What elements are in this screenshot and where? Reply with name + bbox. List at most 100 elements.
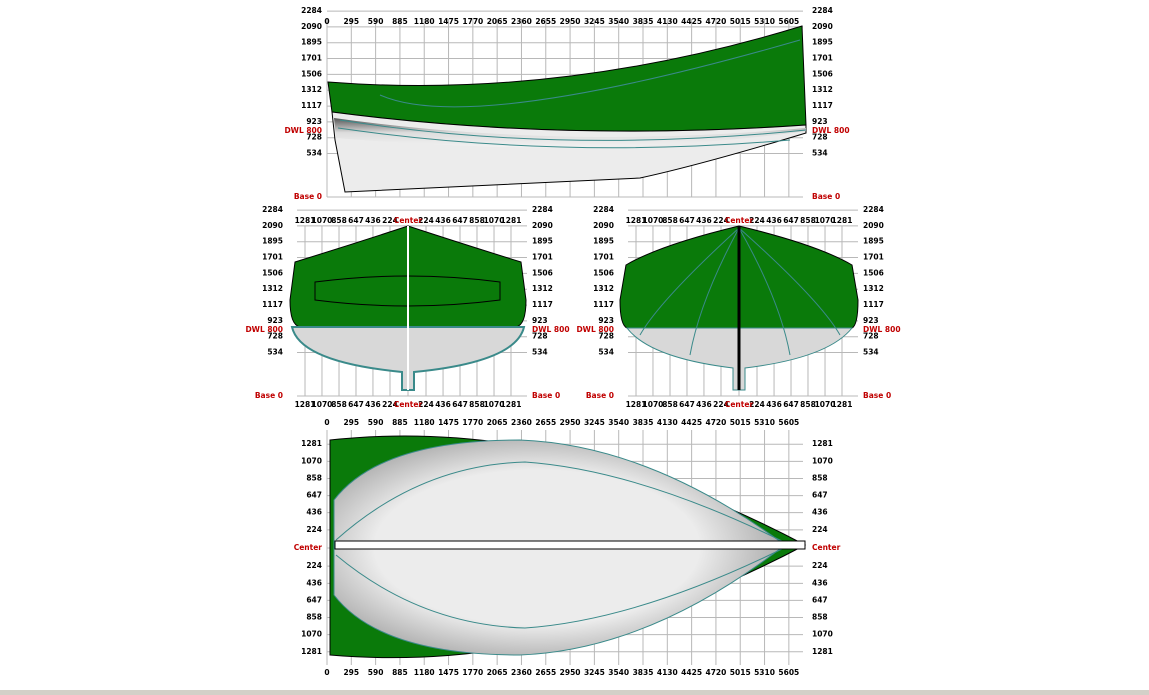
- tick-label: 224: [382, 216, 398, 225]
- tick-label: 1701: [863, 253, 884, 262]
- tick-label: 647: [783, 216, 799, 225]
- tick-label: 436: [435, 400, 451, 409]
- tick-label: 647: [679, 216, 695, 225]
- tick-label: 858: [306, 612, 322, 621]
- tick-label: 1506: [532, 268, 553, 277]
- tick-label: 2950: [560, 668, 581, 677]
- tick-label: 4720: [705, 668, 726, 677]
- tick-label: 858: [800, 400, 816, 409]
- tick-label: 1895: [262, 237, 283, 246]
- deck-line: [314, 275, 501, 307]
- tick-label: 728: [532, 332, 548, 341]
- tick-label: 436: [696, 216, 712, 225]
- tick-label: 1506: [301, 69, 322, 78]
- tick-label: 0: [324, 17, 329, 26]
- tick-label: 224: [713, 400, 729, 409]
- tick-label: 1506: [262, 268, 283, 277]
- tick-label: 1475: [438, 17, 459, 26]
- tick-label: Base 0: [294, 192, 322, 201]
- tick-label: 3245: [584, 17, 605, 26]
- tick-label: 4425: [681, 418, 702, 427]
- labels: 0 295 590 885 1180 1475 1770 2065 2360 2655 2950 32…: [245, 6, 900, 677]
- tick-label: 1281: [295, 400, 316, 409]
- tick-label: Center: [812, 543, 841, 552]
- tick-label: 2065: [487, 17, 508, 26]
- tick-label: 2950: [560, 418, 581, 427]
- tick-label: 858: [812, 612, 828, 621]
- tick-label: 1281: [812, 647, 833, 656]
- tick-label: 1117: [301, 101, 322, 110]
- station-lines: [639, 227, 841, 356]
- tick-label: 3835: [633, 418, 654, 427]
- tick-label: 858: [469, 400, 485, 409]
- tick-label: 1281: [626, 216, 647, 225]
- tick-label: 2950: [560, 17, 581, 26]
- tick-label: 1895: [863, 237, 884, 246]
- tick-label: 1117: [593, 300, 614, 309]
- tick-label: 923: [812, 117, 828, 126]
- tick-label: 590: [368, 17, 384, 26]
- tick-label: 858: [800, 216, 816, 225]
- tick-label: 1117: [812, 101, 833, 110]
- tick-label: 2655: [535, 17, 556, 26]
- tick-label: 4130: [657, 668, 678, 677]
- tick-label: 1770: [462, 668, 483, 677]
- tick-label: 1701: [301, 54, 322, 63]
- tick-label: 885: [392, 418, 408, 427]
- tick-label: 885: [392, 17, 408, 26]
- tick-label: 1312: [593, 284, 614, 293]
- tick-label: 534: [267, 348, 283, 357]
- tick-label: 224: [749, 400, 765, 409]
- tick-label: 923: [598, 316, 614, 325]
- tick-label: 2090: [301, 22, 322, 31]
- tick-label: DWL 800: [532, 325, 570, 334]
- tick-label: 295: [343, 17, 359, 26]
- tick-label: 647: [306, 491, 322, 500]
- tick-label: 1281: [301, 439, 322, 448]
- tick-label: 1895: [593, 237, 614, 246]
- tick-label: 1070: [643, 400, 664, 409]
- tick-label: 2655: [535, 668, 556, 677]
- tick-label: Center: [394, 216, 423, 225]
- tick-label: 2284: [301, 6, 322, 15]
- tick-label: Center: [725, 400, 754, 409]
- tick-label: 1506: [812, 69, 833, 78]
- tick-label: 5310: [754, 668, 775, 677]
- tick-label: 534: [306, 149, 322, 158]
- hull-shapes: [0, 25, 1149, 695]
- tick-label: 3245: [584, 418, 605, 427]
- tick-label: 5605: [778, 418, 799, 427]
- tick-label: DWL 800: [284, 126, 322, 135]
- tick-label: 3540: [608, 668, 629, 677]
- tick-label: 2090: [262, 221, 283, 230]
- tick-label: 534: [532, 348, 548, 357]
- tick-label: 224: [713, 216, 729, 225]
- tick-label: Base 0: [863, 391, 891, 400]
- tick-label: 1117: [863, 300, 884, 309]
- tick-label: 1070: [484, 216, 505, 225]
- tick-label: 224: [418, 400, 434, 409]
- tick-label: 728: [863, 332, 879, 341]
- tick-label: 5310: [754, 418, 775, 427]
- tick-label: 3835: [633, 668, 654, 677]
- tick-label: Center: [294, 543, 323, 552]
- tick-label: Center: [725, 216, 754, 225]
- tick-label: 647: [348, 400, 364, 409]
- tick-label: DWL 800: [863, 325, 901, 334]
- tick-label: 1070: [312, 216, 333, 225]
- tick-label: 2655: [535, 418, 556, 427]
- tick-label: 1070: [812, 630, 833, 639]
- tick-label: 647: [452, 216, 468, 225]
- tick-label: 1281: [301, 647, 322, 656]
- tick-label: 2360: [511, 668, 532, 677]
- tick-label: 2284: [863, 205, 884, 214]
- tick-label: 1070: [815, 216, 836, 225]
- tick-label: 436: [812, 578, 828, 587]
- tick-label: 4720: [705, 418, 726, 427]
- tick-label: DWL 800: [812, 126, 850, 135]
- tick-label: 1070: [812, 456, 833, 465]
- tick-label: 728: [598, 332, 614, 341]
- tick-label: 5605: [778, 17, 799, 26]
- tick-label: 2065: [487, 418, 508, 427]
- tick-label: 4130: [657, 418, 678, 427]
